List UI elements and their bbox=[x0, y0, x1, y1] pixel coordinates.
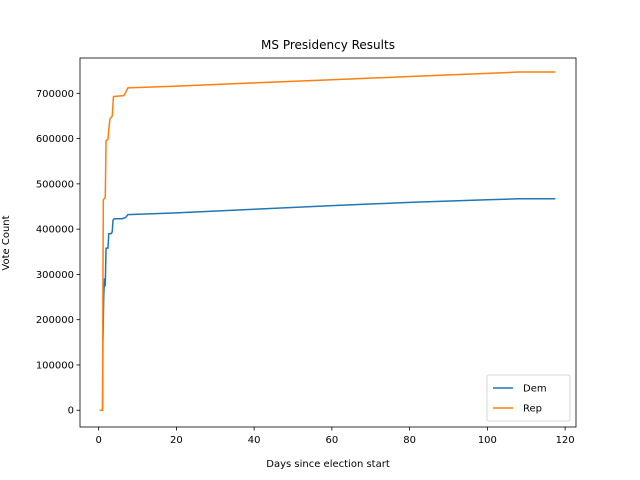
y-tick-label: 100000 bbox=[36, 360, 74, 371]
y-axis-label: Vote Count bbox=[1, 215, 12, 270]
plot-area: 0 20 40 60 80 100 120 0 100000 200000 300000 400000… bbox=[36, 57, 577, 446]
x-tick-label: 60 bbox=[326, 435, 339, 446]
x-tick-label: 40 bbox=[248, 435, 261, 446]
x-tick-label: 100 bbox=[478, 435, 497, 446]
legend-label-rep: Rep bbox=[523, 404, 542, 415]
y-tick-label: 700000 bbox=[36, 89, 74, 100]
y-tick-label: 500000 bbox=[36, 179, 74, 190]
x-tick-label: 0 bbox=[95, 435, 101, 446]
chart-title: MS Presidency Results bbox=[261, 38, 395, 52]
axes-frame bbox=[79, 57, 577, 428]
x-tick-label: 80 bbox=[403, 435, 416, 446]
y-tick-label: 200000 bbox=[36, 315, 74, 326]
series-line-rep bbox=[99, 71, 556, 411]
x-tick-label: 120 bbox=[556, 435, 575, 446]
x-tick-label: 20 bbox=[170, 435, 183, 446]
series-line-dem bbox=[99, 198, 556, 411]
y-tick-label: 400000 bbox=[36, 225, 74, 236]
x-axis-label: Days since election start bbox=[266, 459, 390, 470]
legend-label-dem: Dem bbox=[523, 384, 547, 395]
y-tick-label: 600000 bbox=[36, 134, 74, 145]
legend-box bbox=[486, 374, 571, 422]
y-tick-label: 300000 bbox=[36, 270, 74, 281]
y-tick-label: 0 bbox=[68, 406, 74, 417]
